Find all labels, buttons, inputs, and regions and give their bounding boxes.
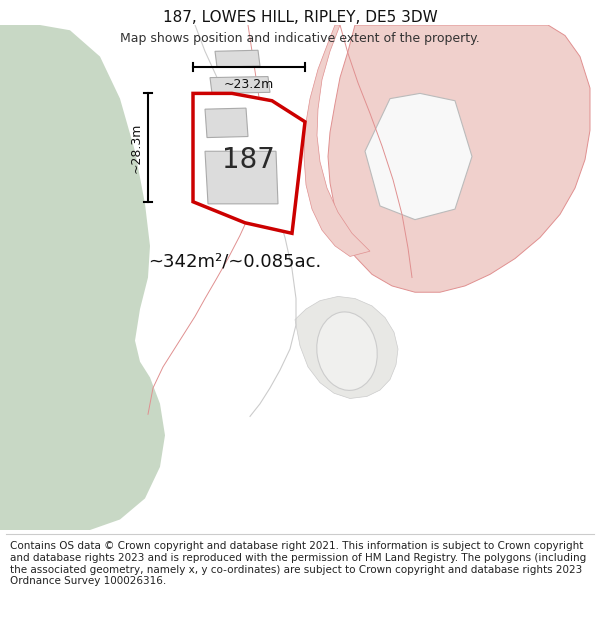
Text: 187, LOWES HILL, RIPLEY, DE5 3DW: 187, LOWES HILL, RIPLEY, DE5 3DW — [163, 10, 437, 25]
Text: ~342m²/~0.085ac.: ~342m²/~0.085ac. — [148, 253, 322, 271]
Text: Map shows position and indicative extent of the property.: Map shows position and indicative extent… — [120, 32, 480, 46]
Text: ~23.2m: ~23.2m — [224, 78, 274, 91]
Ellipse shape — [317, 312, 377, 391]
Polygon shape — [328, 25, 590, 293]
Polygon shape — [205, 151, 278, 204]
Polygon shape — [295, 296, 398, 399]
Polygon shape — [193, 93, 305, 233]
Text: 187: 187 — [221, 146, 274, 174]
Text: Contains OS data © Crown copyright and database right 2021. This information is : Contains OS data © Crown copyright and d… — [10, 541, 586, 586]
Polygon shape — [215, 50, 260, 67]
Polygon shape — [0, 25, 165, 530]
Polygon shape — [210, 76, 270, 93]
Polygon shape — [290, 25, 600, 304]
Polygon shape — [365, 93, 472, 219]
Polygon shape — [304, 25, 370, 256]
Text: ~28.3m: ~28.3m — [130, 122, 143, 172]
Polygon shape — [148, 25, 600, 530]
Polygon shape — [205, 108, 248, 138]
